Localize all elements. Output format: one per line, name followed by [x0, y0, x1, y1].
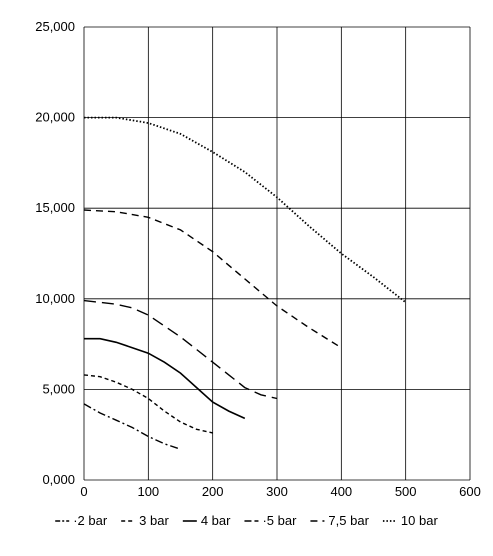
y-tick-label: 10,000	[35, 291, 75, 306]
legend-item: ·2 bar	[55, 513, 108, 528]
y-tick-label: 0,000	[42, 472, 75, 487]
legend: ·2 bar 3 bar 4 bar ·5 bar 7,5 bar 10 bar	[55, 513, 438, 528]
legend-label: 4 bar	[201, 513, 231, 528]
legend-item: 7,5 bar	[310, 513, 370, 528]
x-tick-label: 0	[80, 484, 87, 499]
x-tick-label: 500	[395, 484, 417, 499]
legend-item: 3 bar	[121, 513, 169, 528]
legend-label: ·2 bar	[73, 513, 108, 528]
x-tick-label: 100	[137, 484, 159, 499]
axis-tick-labels: 0 100 200 300 400 500 600 0,000 5,000 10,000 15,00…	[35, 19, 481, 499]
x-tick-label: 300	[266, 484, 288, 499]
series-line-5-bar	[83, 299, 278, 400]
legend-label: ·5 bar	[262, 513, 297, 528]
legend-item: ·5 bar	[244, 513, 297, 528]
y-tick-label: 15,000	[35, 200, 75, 215]
series-line-10-bar	[84, 116, 407, 304]
series-line-4-bar	[84, 337, 246, 420]
x-tick-label: 400	[330, 484, 352, 499]
legend-label: 3 bar	[139, 513, 169, 528]
series-lines	[83, 116, 407, 450]
y-tick-label: 20,000	[35, 110, 75, 125]
series-line-3-bar	[83, 374, 213, 434]
legend-item: 4 bar	[182, 513, 231, 528]
series-line-7-5-bar	[83, 209, 342, 349]
legend-label: 10 bar	[401, 513, 439, 528]
x-tick-label: 200	[202, 484, 224, 499]
legend-label: 7,5 bar	[328, 513, 369, 528]
y-tick-label: 25,000	[35, 19, 75, 34]
x-tick-label: 600	[459, 484, 481, 499]
legend-item: 10 bar	[382, 513, 439, 528]
y-tick-label: 5,000	[42, 381, 75, 396]
grid-lines	[83, 26, 471, 481]
series-line-2-bar	[83, 403, 181, 450]
